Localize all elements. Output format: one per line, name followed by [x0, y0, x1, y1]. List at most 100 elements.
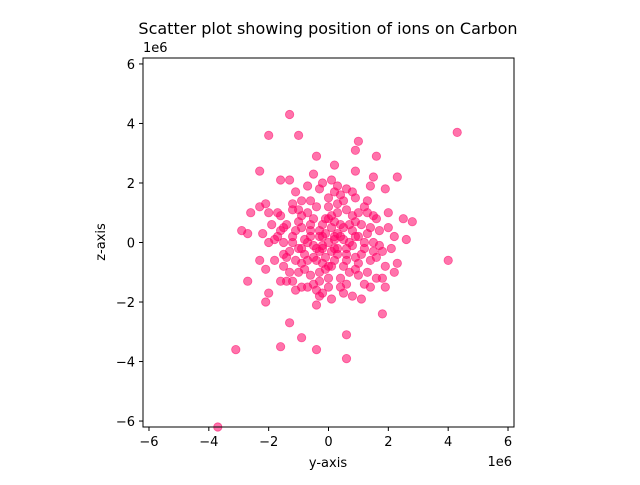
data-point	[383, 223, 393, 233]
data-point	[368, 246, 378, 256]
data-point	[347, 240, 357, 251]
data-point	[287, 276, 298, 286]
data-point	[374, 226, 384, 236]
data-point	[401, 234, 411, 245]
data-point	[371, 273, 381, 283]
data-point	[365, 181, 375, 191]
data-point	[365, 223, 375, 233]
data-point	[284, 175, 295, 185]
data-point	[368, 172, 378, 182]
data-point	[353, 208, 363, 218]
data-point	[380, 282, 390, 292]
data-point	[311, 344, 322, 355]
data-point	[284, 267, 295, 277]
data-point	[311, 300, 322, 310]
data-point	[311, 202, 322, 212]
data-point	[317, 243, 328, 254]
data-point	[350, 231, 360, 242]
data-point	[246, 208, 256, 218]
data-point	[359, 243, 369, 254]
data-point	[374, 240, 384, 251]
data-point	[329, 231, 340, 242]
y-offset-label: 1e6	[143, 41, 168, 56]
data-point	[264, 208, 274, 218]
data-point	[362, 208, 372, 218]
data-point	[350, 145, 360, 155]
y-tick-label: −2	[116, 296, 135, 311]
data-point	[341, 184, 352, 194]
data-point	[302, 208, 313, 218]
data-point	[350, 217, 360, 227]
data-point	[296, 282, 307, 292]
x-tick-label: 4	[444, 435, 452, 450]
y-tick-label: 6	[127, 58, 135, 73]
data-point	[329, 243, 340, 254]
data-point	[362, 267, 372, 277]
data-point	[338, 288, 349, 298]
data-point	[389, 267, 399, 277]
x-tick-label: −6	[139, 435, 158, 450]
data-point	[353, 270, 363, 280]
data-point	[326, 175, 337, 185]
data-point	[261, 297, 271, 307]
data-point	[326, 261, 337, 271]
data-point	[323, 202, 334, 212]
data-point	[341, 330, 352, 340]
data-point	[275, 342, 286, 352]
data-point	[380, 261, 390, 271]
data-point	[341, 249, 352, 259]
y-tick-label: −6	[116, 415, 135, 430]
data-point	[302, 181, 313, 191]
chart-title: Scatter plot showing position of ions on…	[138, 19, 517, 38]
data-point	[284, 109, 295, 120]
data-point	[293, 267, 304, 277]
x-tick-label: 2	[384, 435, 392, 450]
data-point	[326, 294, 337, 304]
data-point	[353, 136, 363, 146]
y-axis-ticks: −6 −4 −2 0 2 4 6	[116, 58, 143, 430]
data-point	[398, 214, 408, 224]
data-point	[317, 231, 328, 242]
y-tick-label: −4	[116, 356, 135, 371]
data-point	[272, 231, 283, 242]
data-point	[359, 279, 369, 289]
data-point	[237, 226, 247, 236]
data-point	[320, 214, 331, 224]
data-point	[296, 243, 307, 254]
data-point	[293, 205, 304, 215]
x-tick-label: 6	[504, 435, 512, 450]
data-point	[350, 193, 360, 203]
data-point	[278, 261, 289, 271]
data-point	[341, 279, 352, 289]
data-point	[267, 220, 277, 230]
data-point	[383, 208, 393, 218]
x-tick-label: −2	[259, 435, 278, 450]
data-point	[323, 273, 334, 283]
data-point	[255, 202, 265, 212]
data-point	[269, 255, 280, 265]
data-point	[443, 255, 453, 265]
data-point	[287, 199, 298, 209]
data-point	[323, 193, 334, 203]
data-point	[335, 273, 346, 283]
data-point	[353, 258, 363, 268]
data-point	[371, 151, 381, 161]
x-tick-label: −4	[199, 435, 218, 450]
data-point	[344, 267, 354, 277]
data-point	[296, 196, 307, 206]
data-point	[329, 160, 340, 170]
data-point	[308, 169, 319, 179]
data-point	[264, 288, 274, 298]
data-point	[293, 217, 304, 227]
data-point	[341, 353, 352, 364]
data-point	[323, 282, 334, 292]
x-axis-label: y-axis	[309, 456, 347, 471]
data-point	[386, 243, 396, 254]
points-layer	[213, 109, 462, 432]
data-point	[278, 237, 289, 248]
y-tick-label: 4	[127, 117, 135, 132]
data-point	[261, 264, 271, 274]
data-point	[287, 231, 298, 242]
